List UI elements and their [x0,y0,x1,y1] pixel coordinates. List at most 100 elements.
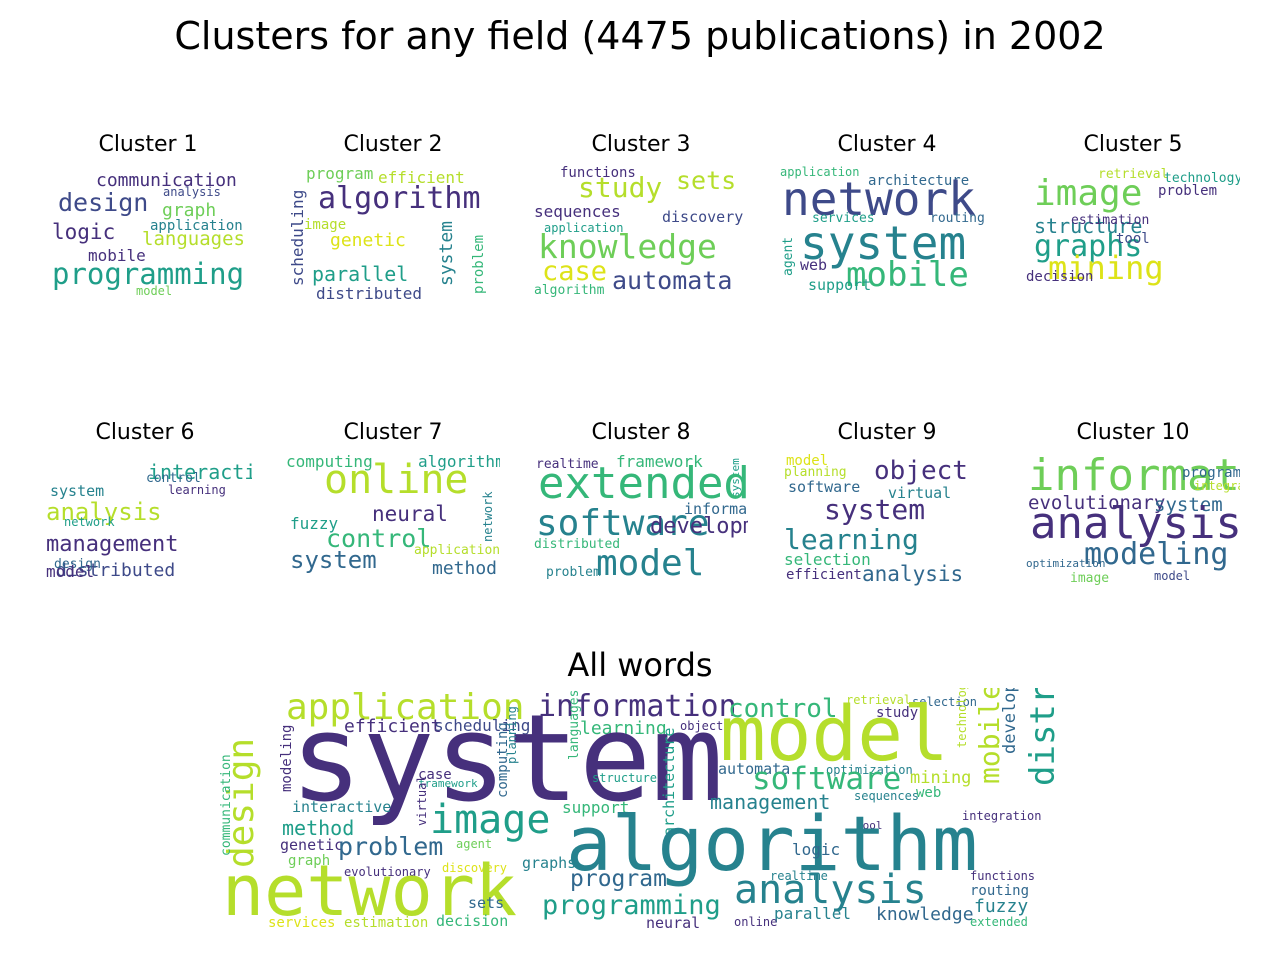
all-words-word-web: web [916,785,942,801]
all-words-word-technology: technology [955,688,969,748]
cluster-9-wordcloud: model planning object software virtual system… [780,454,994,589]
cluster-9-word-system: system [824,493,926,526]
cluster-10-title: Cluster 10 [1076,420,1190,445]
cluster-5-word-problem: problem [1158,183,1218,199]
cluster-5-word-decision: decision [1026,269,1094,285]
cluster-4-word-routing: routing [930,211,985,226]
cluster-10-panel: Cluster 10 informationprogramintegration… [1026,416,1240,596]
cluster-4-title: Cluster 4 [837,132,937,157]
cluster-9-word-planning: planning [784,465,847,480]
all-words-word-system: system [290,690,724,829]
all-words-word-languages: languages [567,689,582,760]
cluster-6-title: Cluster 6 [95,420,195,445]
all-words-word-graphs: graphs [522,854,577,872]
all-words-word-realtime: realtime [770,869,828,883]
cluster-7-word-application: application [414,543,500,558]
cluster-2-word-algorithm: algorithm [318,181,481,216]
all-words-word-scheduling: scheduling [434,716,531,735]
all-words-panel: All words design application information co… [220,644,1060,934]
cluster-4-wordcloud: application architecture network agent servi… [780,166,994,301]
all-words-word-modeling: modeling [279,724,295,792]
cluster-2-word-efficient: efficient [378,168,465,187]
cluster-1-word-application: application [150,218,243,234]
all-words-word-online: online [734,915,778,929]
cluster-4-word-support: support [808,276,872,294]
all-words-word-control: control [728,694,838,724]
cluster-6-word-interactive: interactive [148,460,252,484]
all-words-word-network: network [222,850,518,932]
all-words-word-planning: planning [505,706,519,764]
cluster-10-word-model: model [1154,569,1191,583]
all-words-word-object: object [680,719,724,733]
cluster-3-word-case: case [542,256,608,287]
cluster-6-panel: Cluster 6 interactivecontrol system learni… [38,416,252,596]
all-words-title: All words [567,646,713,684]
cluster-2-word-image: image [304,217,347,233]
all-words-word-structure: structure [592,771,658,785]
cluster-2-title: Cluster 2 [343,132,443,157]
cluster-7-word-neural: neural [372,502,448,526]
cluster-10-word-system: system [1154,494,1223,516]
all-words-word-virtual: virtual [415,775,429,826]
all-words-word-genetic: genetic [280,836,344,854]
cluster-8-word-information: information [684,500,748,518]
all-words-word-neural: neural [646,914,701,932]
cluster-9-panel: Cluster 9 model planning object software vir… [780,416,994,596]
cluster-1-title: Cluster 1 [98,132,198,157]
cluster-8-word-problem: problem [546,565,601,580]
all-words-word-graph: graph [288,853,331,869]
cluster-2-wordcloud: program efficient scheduling algorithm image… [288,166,498,301]
cluster-1-word-mobile: mobile [88,246,146,265]
all-words-word-case: case [418,767,452,783]
all-words-word-extended: extended [970,915,1028,929]
all-words-word-learning: learning [580,718,667,739]
cluster-6-word-learning: learning [168,483,226,497]
cluster-3-word-study: study [578,171,663,204]
all-words-word-information: information [538,689,737,724]
all-words-word-optimization: optimization [826,763,913,777]
cluster-9-word-analysis: analysis [862,562,964,586]
cluster-2-word-genetic: genetic [330,230,406,251]
all-words-word-sets: sets [468,894,505,912]
all-words-word-sequences: sequences [854,789,920,803]
all-words-word-functions: functions [970,869,1036,883]
all-words-word-discovery: discovery [442,861,508,875]
all-words-word-integration: integration [962,809,1042,823]
cluster-8-word-development: development [650,514,748,539]
cluster-3-word-sequences: sequences [534,202,621,221]
cluster-8-word-realtime: realtime [536,457,599,472]
cluster-7-word-method: method [432,558,498,579]
cluster-9-word-efficient: efficient [786,567,862,583]
cluster-7-word-system: system [290,546,377,574]
all-words-word-routing: routing [970,883,1030,899]
cluster-10-word-modeling: modeling [1084,537,1229,572]
all-words-word-application: application [286,688,525,728]
all-words-word-agent: agent [456,837,493,851]
all-words-word-interactive: interactive [292,798,392,816]
all-words-word-estimation: estimation [344,915,429,931]
cluster-8-panel: Cluster 8 realtime framework system extende… [534,416,748,596]
cluster-6-word-design: design [54,557,101,572]
all-words-word-image: image [430,797,551,843]
cluster-10-word-analysis: analysis [1030,498,1240,549]
cluster-7-wordcloud: computing algorithm online network neural fuz… [286,454,500,589]
all-words-word-distributed: distributed [1023,688,1060,786]
cluster-7-word-computing: computing [286,454,373,471]
cluster-5-word-graphs: graphs [1034,229,1143,264]
cluster-9-word-model: model [786,454,829,469]
cluster-9-word-object: object [874,456,968,486]
cluster-3-title: Cluster 3 [591,132,691,157]
cluster-1-word-graph: graph [162,200,217,221]
cluster-4-word-network: network [782,172,976,226]
cluster-1-word-programming: programming [52,257,245,291]
all-words-word-parallel: parallel [774,904,852,923]
cluster-1-word-languages: languages [142,228,245,250]
cluster-9-word-virtual: virtual [888,484,952,502]
all-words-word-program: program [570,866,667,892]
cluster-7-title: Cluster 7 [343,420,443,445]
cluster-10-word-optimization: optimization [1026,557,1106,570]
cluster-4-word-services: services [812,211,875,226]
cluster-2-word-scheduling: scheduling [288,189,307,286]
cluster-6-word-management: management [46,532,179,557]
cluster-8-word-distributed: distributed [534,537,621,552]
